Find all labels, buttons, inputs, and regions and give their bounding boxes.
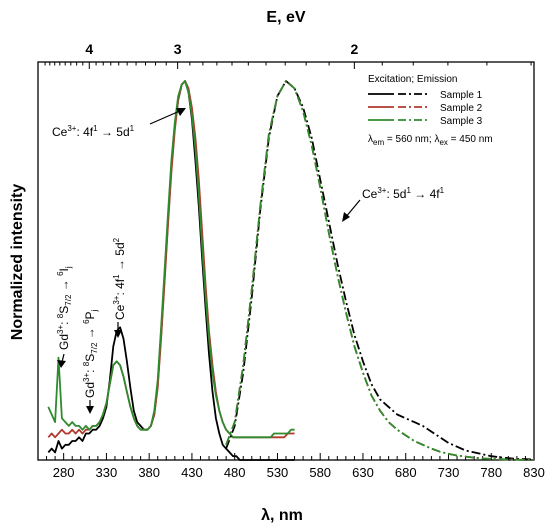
x-tick-label: 530	[267, 465, 289, 480]
x-tick-label: 830	[523, 465, 545, 480]
annotation-gd-6i: Gd3+: 8S7/2 → 6Ij	[56, 266, 73, 368]
svg-text:Ce3+: 5d1 → 4f1: Ce3+: 5d1 → 4f1	[362, 186, 445, 201]
svg-text:Gd3+: 8S7/2 → 6Pj: Gd3+: 8S7/2 → 6Pj	[82, 309, 99, 398]
x-axis-title: λ, nm	[261, 507, 303, 524]
legend-label-sample-1: Sample 1	[440, 90, 483, 101]
top-tick-label: 2	[350, 41, 358, 57]
annotation-arrowhead-ce-4f-5d2	[114, 330, 122, 338]
bottom-axis-ticks: 280 330 380 430 480 530 580 630 680 730 780 830	[46, 453, 545, 480]
x-tick-label: 480	[224, 465, 246, 480]
annotation-gd-6p: Gd3+: 8S7/2 → 6Pj	[82, 309, 99, 414]
legend-note: λem = 560 nm; λex = 450 nm	[368, 134, 493, 147]
x-tick-label: 580	[309, 465, 331, 480]
svg-text:Gd3+: 8S7/2 → 6Ij: Gd3+: 8S7/2 → 6Ij	[56, 266, 73, 350]
annotation-arrowhead-gd-6i	[57, 360, 66, 368]
x-tick-label: 630	[352, 465, 374, 480]
annotation-arrowhead-ce-4f-5d1	[176, 108, 186, 116]
annotation-ce-4f-5d1: Ce3+: 4f1 → 5d1	[52, 108, 186, 139]
top-axis-ticks: 4 3 2	[44, 41, 532, 69]
legend-label-sample-2: Sample 2	[440, 103, 483, 114]
series-sample-3-emission	[225, 80, 534, 461]
legend-label-sample-3: Sample 3	[440, 116, 483, 127]
x-tick-label: 730	[438, 465, 460, 480]
svg-text:Ce3+: 4f1 → 5d1: Ce3+: 4f1 → 5d1	[52, 124, 135, 139]
top-tick-label: 4	[85, 41, 93, 57]
x-tick-label: 330	[96, 465, 118, 480]
x-tick-label: 680	[395, 465, 417, 480]
annotation-ce-5d-4f1: Ce3+: 5d1 → 4f1	[342, 186, 445, 222]
top-axis-title: E, eV	[266, 9, 305, 26]
svg-text:Ce3+: 4f1 → 5d2: Ce3+: 4f1 → 5d2	[112, 237, 127, 320]
x-tick-label: 280	[53, 465, 75, 480]
top-tick-label: 3	[174, 41, 182, 57]
legend-header: Excitation; Emission	[368, 74, 457, 85]
annotation-arrowhead-ce-5d-4f1	[342, 212, 350, 222]
legend: Excitation; Emission Sample 1 Sample 2 S…	[368, 74, 493, 147]
annotation-arrow-ce-4f-5d1	[149, 109, 183, 125]
x-tick-label: 780	[480, 465, 502, 480]
series-layer	[47, 80, 535, 461]
x-tick-label: 430	[181, 465, 203, 480]
y-axis-title: Normalized intensity	[9, 184, 26, 341]
series-sample-3-excitation	[47, 80, 295, 439]
annotation-arrowhead-gd-6p	[86, 406, 94, 414]
x-tick-label: 380	[138, 465, 160, 480]
annotation-ce-4f-5d2: Ce3+: 4f1 → 5d2	[112, 237, 127, 338]
